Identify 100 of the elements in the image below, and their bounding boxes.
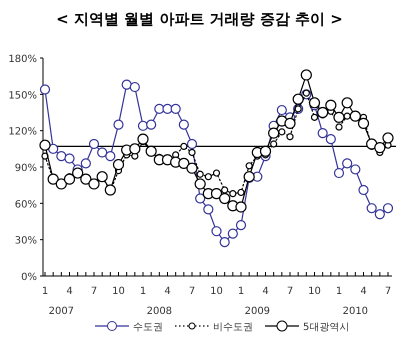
point bbox=[195, 193, 206, 204]
point bbox=[178, 120, 189, 130]
point bbox=[276, 104, 287, 116]
point bbox=[64, 153, 75, 164]
y-tick-label: 150% bbox=[8, 90, 37, 102]
point bbox=[344, 112, 351, 120]
point bbox=[56, 151, 66, 162]
point bbox=[105, 151, 116, 162]
point bbox=[221, 186, 228, 194]
point bbox=[358, 184, 369, 196]
point bbox=[72, 167, 84, 179]
x-tick-label: 4 bbox=[262, 286, 269, 297]
point bbox=[80, 158, 91, 168]
point bbox=[235, 201, 247, 213]
point bbox=[219, 192, 230, 204]
point bbox=[382, 132, 394, 144]
x-tick-label: 7 bbox=[384, 286, 392, 297]
y-tick-label: 30% bbox=[14, 236, 37, 247]
point bbox=[212, 169, 220, 177]
point bbox=[137, 134, 149, 145]
point bbox=[292, 94, 304, 105]
x-tick-label: 7 bbox=[90, 286, 98, 297]
point bbox=[39, 140, 51, 151]
point bbox=[170, 104, 181, 114]
point bbox=[374, 209, 385, 220]
point bbox=[203, 204, 214, 214]
point bbox=[97, 147, 108, 158]
point bbox=[64, 174, 76, 185]
point bbox=[374, 142, 386, 154]
text: 2008 bbox=[146, 306, 172, 317]
x-tick-label: 1 bbox=[140, 286, 146, 297]
point bbox=[56, 178, 67, 190]
point bbox=[300, 69, 312, 81]
point bbox=[112, 158, 124, 170]
y-tick-label: 180% bbox=[8, 54, 37, 65]
point bbox=[284, 118, 296, 129]
y-tick-label: 120% bbox=[8, 126, 37, 138]
x-tick-label: 1 bbox=[42, 286, 48, 297]
point bbox=[186, 138, 198, 150]
x-tick-label: 1 bbox=[238, 286, 244, 297]
x-tick-label: 4 bbox=[66, 286, 73, 297]
x-tick-label: 4 bbox=[360, 286, 367, 297]
legend-label: 비수도권 bbox=[213, 322, 253, 333]
text: 2009 bbox=[244, 306, 270, 317]
point bbox=[268, 127, 280, 139]
point bbox=[220, 236, 230, 248]
point bbox=[382, 203, 394, 214]
point bbox=[40, 84, 50, 95]
point bbox=[104, 184, 116, 196]
point bbox=[342, 97, 353, 108]
point bbox=[325, 100, 336, 111]
point bbox=[196, 170, 204, 178]
point bbox=[333, 112, 345, 123]
point bbox=[358, 118, 370, 129]
x-tick-label: 10 bbox=[112, 286, 125, 297]
point bbox=[210, 188, 222, 200]
point bbox=[229, 190, 236, 198]
point bbox=[48, 144, 58, 154]
point bbox=[178, 158, 190, 169]
point bbox=[88, 178, 100, 190]
x-tick-label: 10 bbox=[308, 286, 321, 297]
point bbox=[286, 133, 294, 140]
legend-label: 5대광역시 bbox=[303, 322, 350, 333]
x-tick-label: 4 bbox=[164, 286, 171, 297]
legend-label: 수도권 bbox=[133, 322, 163, 333]
x-tick-label: 1 bbox=[336, 286, 342, 297]
point bbox=[366, 203, 377, 214]
point bbox=[310, 114, 318, 121]
x-tick-label: 7 bbox=[188, 286, 196, 297]
x-tick-label: 7 bbox=[286, 286, 294, 297]
point bbox=[154, 104, 164, 114]
point bbox=[194, 178, 206, 190]
point bbox=[188, 148, 196, 156]
point bbox=[342, 158, 352, 168]
point bbox=[129, 143, 140, 154]
y-tick-label: 0% bbox=[21, 272, 37, 283]
point bbox=[335, 123, 343, 131]
point bbox=[317, 106, 328, 118]
point bbox=[146, 120, 156, 130]
point bbox=[318, 128, 328, 138]
point bbox=[113, 120, 124, 130]
text: 2010 bbox=[342, 306, 368, 317]
point bbox=[270, 140, 278, 148]
point bbox=[246, 162, 253, 170]
y-tick-label: 90% bbox=[14, 163, 37, 174]
point bbox=[308, 97, 320, 108]
point bbox=[334, 168, 344, 178]
point bbox=[88, 138, 100, 150]
point bbox=[366, 138, 378, 150]
chart-title: < 지역별 월별 아파트 거래량 증감 추이 > bbox=[56, 10, 343, 28]
point bbox=[236, 220, 246, 230]
point bbox=[122, 80, 132, 90]
point bbox=[278, 128, 286, 136]
point bbox=[228, 228, 238, 239]
point bbox=[180, 142, 188, 150]
point bbox=[211, 226, 222, 236]
point bbox=[260, 146, 272, 157]
y-tick-label: 60% bbox=[14, 199, 37, 210]
point bbox=[302, 90, 310, 97]
point bbox=[186, 162, 198, 174]
